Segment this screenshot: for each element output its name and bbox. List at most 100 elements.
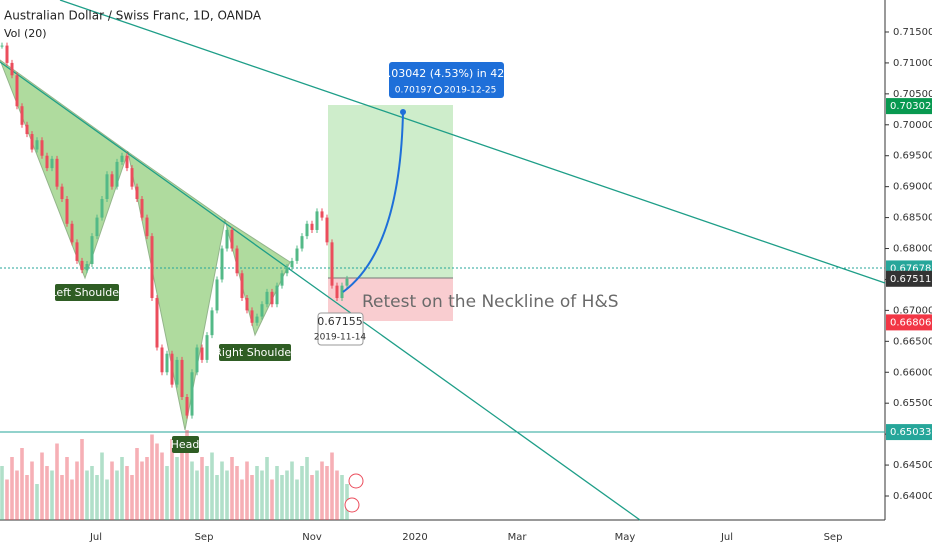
right-shoulder-label: Right Shoulder (214, 346, 296, 359)
candle (130, 168, 134, 187)
x-tick-label: Jul (89, 532, 102, 543)
volume-bar (40, 452, 44, 520)
candle (300, 236, 304, 249)
volume-bar (145, 457, 149, 520)
candle (165, 353, 169, 373)
candle (20, 106, 24, 125)
candle (325, 217, 329, 243)
candle (55, 158, 59, 187)
volume-bar (155, 443, 159, 520)
head-label: Head (171, 438, 200, 451)
candle (305, 223, 309, 237)
volume-bar (55, 443, 59, 520)
candle (90, 236, 94, 264)
trend-line (59, 0, 886, 284)
volume-bar (15, 470, 19, 520)
candle (185, 397, 189, 416)
price-tag (886, 424, 932, 441)
candle (215, 279, 219, 311)
x-tick-label: May (615, 532, 636, 543)
x-tick-label: 2020 (402, 532, 427, 543)
candle (145, 217, 149, 237)
candle (95, 217, 99, 237)
candle (250, 310, 254, 323)
candle (65, 199, 69, 224)
candle (50, 158, 54, 169)
candle (195, 347, 199, 373)
candle (160, 347, 164, 373)
candle (310, 223, 314, 230)
arrow-head (400, 109, 406, 115)
price-tag (886, 270, 932, 287)
candle (0, 45, 4, 47)
volume-bar (210, 452, 214, 520)
candle (175, 359, 179, 385)
volume-bar (245, 461, 249, 520)
volume-bar (120, 457, 124, 520)
event-icon (348, 473, 364, 489)
candle (150, 236, 154, 299)
candle (340, 285, 344, 299)
volume-bar (285, 470, 289, 520)
candle (70, 223, 74, 243)
candle (200, 347, 204, 360)
volume-bar (80, 439, 84, 520)
volume-bar (175, 457, 179, 520)
volume-bar (310, 475, 314, 520)
candle (140, 199, 144, 218)
head-shape (127, 150, 226, 431)
volume-bar (5, 479, 9, 520)
y-tick-label: 0.71000 (893, 58, 932, 69)
candle (330, 242, 334, 286)
y-tick-label: 0.69500 (893, 151, 932, 162)
volume-bar (30, 461, 34, 520)
volume-bar (150, 434, 154, 520)
target-callout (389, 62, 504, 98)
candle (35, 140, 39, 150)
candle (5, 45, 9, 63)
y-tick-label: 0.64500 (893, 460, 932, 471)
candle (210, 310, 214, 336)
x-tick-label: Mar (508, 532, 528, 543)
candle (315, 211, 319, 230)
volume-bar (180, 448, 184, 520)
volume-bar (255, 466, 259, 520)
price-tag-label: 0.67678 (890, 263, 931, 274)
volume-bar (25, 475, 29, 520)
volume-bar (85, 470, 89, 520)
candle (295, 248, 299, 261)
candle (235, 248, 239, 274)
target-date: 2019-12-25 (444, 86, 496, 96)
candle (45, 155, 49, 169)
candle (260, 304, 264, 317)
chart-title: Australian Dollar / Swiss Franc, 1D, OAN… (4, 9, 262, 23)
volume-bar (165, 466, 169, 520)
price-tag-label: 0.67511 (890, 274, 931, 285)
y-tick-label: 0.64000 (893, 491, 932, 502)
candle (125, 155, 129, 169)
volume-bar (340, 475, 344, 520)
label-box (55, 284, 119, 301)
candle (10, 62, 14, 76)
volume-bar (335, 470, 339, 520)
retest-label: Retest on the Neckline of H&S (362, 292, 619, 312)
candle (320, 211, 324, 218)
volume-bar (205, 466, 209, 520)
candle (110, 174, 114, 187)
y-tick-label: 0.69000 (893, 182, 932, 193)
volume-bar (275, 466, 279, 520)
candle (100, 199, 104, 218)
candle (290, 260, 294, 268)
candle (30, 134, 34, 150)
volume-bar (75, 461, 79, 520)
volume-bar (195, 470, 199, 520)
y-tick-label: 0.66000 (893, 367, 932, 378)
volume-bar (100, 452, 104, 520)
y-tick-label: 0.68500 (893, 213, 932, 224)
volume-bar (20, 448, 24, 520)
candle (230, 229, 234, 249)
x-tick-label: Sep (195, 532, 214, 543)
volume-bar (125, 466, 129, 520)
y-tick-label: 0.66500 (893, 336, 932, 347)
